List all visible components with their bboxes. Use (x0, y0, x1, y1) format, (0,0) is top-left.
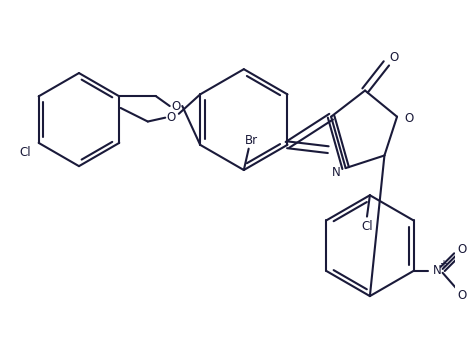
Text: O: O (457, 289, 467, 302)
Text: N: N (331, 167, 340, 180)
Text: Cl: Cl (361, 220, 373, 233)
Text: -: - (467, 285, 468, 295)
Text: O: O (172, 101, 181, 114)
Text: N: N (432, 264, 441, 277)
Text: +: + (439, 259, 446, 269)
Text: Cl: Cl (19, 146, 31, 159)
Text: O: O (457, 243, 467, 256)
Text: O: O (404, 112, 413, 125)
Text: Br: Br (245, 134, 258, 147)
Text: O: O (167, 111, 176, 124)
Text: O: O (389, 51, 399, 64)
